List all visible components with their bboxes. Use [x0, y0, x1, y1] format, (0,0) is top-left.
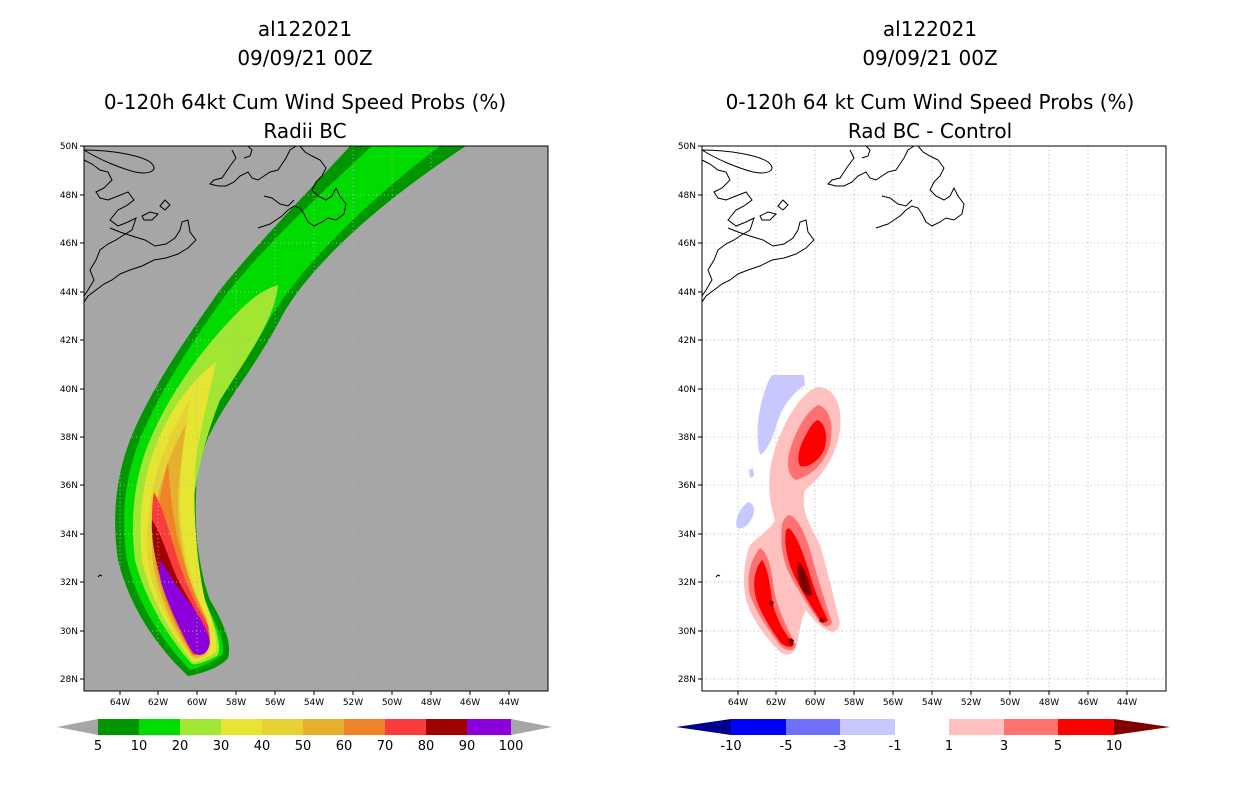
left-map-subtitle: Radii BC [263, 119, 347, 143]
left-colorbar-bin [262, 719, 303, 735]
left-colorbar [57, 719, 552, 735]
left-lat-label: 42N [60, 336, 78, 346]
left-storm-id: al122021 [257, 17, 353, 41]
left-colorbar-label: 80 [418, 739, 435, 754]
right-storm-id: al122021 [882, 17, 978, 41]
left-colorbar-label: 20 [172, 739, 189, 754]
left-lon-label: 48W [421, 698, 441, 708]
left-lat-label: 30N [60, 627, 78, 637]
left-colorbar-bin [221, 719, 262, 735]
left-lat-label: 32N [60, 578, 78, 588]
left-colorbar-label: 30 [213, 739, 230, 754]
left-lon-label: 60W [187, 698, 207, 708]
left-lon-label: 62W [148, 698, 168, 708]
right-map-subtitle: Rad BC - Control [847, 119, 1013, 143]
left-lat-label: 36N [60, 481, 78, 491]
left-lat-label: 46N [60, 239, 78, 249]
left-map-frame [83, 145, 549, 692]
left-colorbar-label: 10 [131, 739, 148, 754]
left-lon-label: 46W [460, 698, 480, 708]
left-colorbar-bin [98, 719, 139, 735]
left-lat-label: 44N [60, 288, 78, 298]
left-lon-label: 44W [499, 698, 519, 708]
right-map-title: 0-120h 64 kt Cum Wind Speed Probs (%) [725, 90, 1135, 114]
left-lon-label: 56W [265, 698, 285, 708]
left-graticule [84, 146, 548, 691]
left-colorbar-bin [303, 719, 344, 735]
left-colorbar-bin [180, 719, 221, 735]
left-colorbar-label: 5 [94, 739, 102, 754]
left-colorbar-label: 100 [499, 739, 524, 754]
left-lat-label: 48N [60, 191, 78, 201]
left-colorbar-label: 50 [295, 739, 312, 754]
left-colorbar-label: 70 [377, 739, 394, 754]
left-lat-label: 50N [60, 142, 78, 152]
left-lon-label: 52W [343, 698, 363, 708]
left-colorbar-label: 40 [254, 739, 271, 754]
left-lon-label: 50W [382, 698, 402, 708]
left-lat-label: 28N [60, 675, 78, 685]
left-colorbar-bin [139, 719, 180, 735]
left-colorbar-high-arrow [511, 719, 552, 735]
left-colorbar-bin [344, 719, 385, 735]
left-colorbar-bin [426, 719, 467, 735]
left-colorbar-low-arrow [57, 719, 98, 735]
left-lon-label: 58W [226, 698, 246, 708]
left-datetime: 09/09/21 00Z [237, 46, 373, 70]
left-lon-label: 54W [304, 698, 324, 708]
left-colorbar-bin [467, 719, 511, 735]
left-lat-label: 38N [60, 433, 78, 443]
right-datetime: 09/09/21 00Z [862, 46, 998, 70]
left-ticks [80, 145, 510, 695]
left-colorbar-bin [385, 719, 426, 735]
left-map-title: 0-120h 64kt Cum Wind Speed Probs (%) [103, 90, 507, 114]
left-probability-swath [115, 146, 466, 676]
left-lon-label: 64W [110, 698, 130, 708]
left-colorbar-label: 90 [459, 739, 476, 754]
left-coastline [83, 145, 347, 578]
left-lat-label: 40N [60, 385, 78, 395]
left-colorbar-label: 60 [336, 739, 353, 754]
left-lat-label: 34N [60, 530, 78, 540]
swath-90 [159, 560, 210, 655]
